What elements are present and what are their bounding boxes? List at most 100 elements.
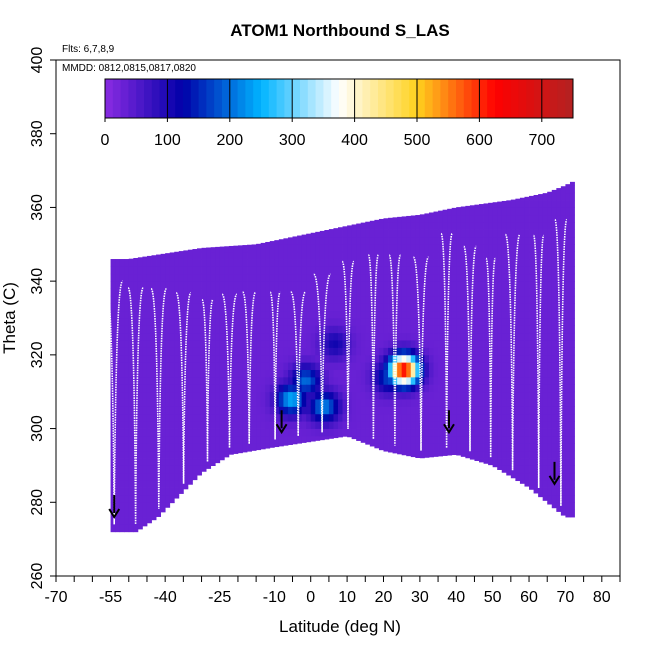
heatmap-cell <box>474 325 480 334</box>
heatmap-cell <box>442 354 448 363</box>
heatmap-cell <box>215 376 221 385</box>
heatmap-cell <box>151 487 157 496</box>
heatmap-cell <box>274 435 280 444</box>
heatmap-cell <box>474 281 480 289</box>
heatmap-cell <box>551 222 557 230</box>
heatmap-cell <box>424 369 430 378</box>
heatmap-cell <box>310 236 316 245</box>
heatmap-cell <box>351 259 357 267</box>
heatmap-cell <box>519 428 525 437</box>
heatmap-cell <box>547 480 553 488</box>
heatmap-cell <box>519 406 525 415</box>
heatmap-cell <box>169 288 175 297</box>
heatmap-cell <box>174 303 180 312</box>
heatmap-cell <box>524 413 530 422</box>
heatmap-cell <box>488 340 494 348</box>
heatmap-cell <box>533 421 539 429</box>
heatmap-cell <box>469 443 475 452</box>
heatmap-cell <box>351 325 357 334</box>
heatmap-cell <box>287 332 293 341</box>
heatmap-cell <box>251 332 257 341</box>
heatmap-cell <box>460 244 466 253</box>
heatmap-cell <box>397 236 403 245</box>
heatmap-cell <box>488 295 494 304</box>
heatmap-cell <box>274 251 280 260</box>
heatmap-cell <box>529 310 534 319</box>
heatmap-cell <box>474 229 480 238</box>
heatmap-cell <box>447 244 453 253</box>
heatmap-cell <box>547 494 553 503</box>
heatmap-cell <box>165 472 171 481</box>
heatmap-cell <box>378 391 384 400</box>
heatmap-cell <box>292 332 298 341</box>
heatmap-cell <box>146 458 152 466</box>
heatmap-cell <box>560 509 566 516</box>
heatmap-cell <box>247 244 252 253</box>
heatmap-cell <box>438 354 444 363</box>
heatmap-cell <box>415 376 421 385</box>
heatmap-cell <box>306 281 312 289</box>
x-tick-label: 70 <box>557 589 575 606</box>
heatmap-cell <box>551 303 557 312</box>
heatmap-cell <box>383 281 389 289</box>
heatmap-cell <box>165 494 171 503</box>
heatmap-cell <box>210 340 216 348</box>
heatmap-cell <box>538 406 544 415</box>
heatmap-cell <box>233 376 239 385</box>
heatmap-cell <box>233 251 239 260</box>
heatmap-cell <box>506 347 512 356</box>
heatmap-cell <box>242 376 248 385</box>
heatmap-cell <box>460 273 466 282</box>
heatmap-cell <box>342 354 348 363</box>
heatmap-cell <box>456 332 462 341</box>
heatmap-cell <box>483 203 489 208</box>
heatmap-cell <box>551 376 557 385</box>
heatmap-cell <box>519 340 525 348</box>
heatmap-cell <box>519 244 525 253</box>
heatmap-cell <box>128 450 134 459</box>
heatmap-cell <box>392 281 398 289</box>
heatmap-cell <box>515 347 521 356</box>
heatmap-cell <box>142 347 148 356</box>
heatmap-cell <box>192 266 198 275</box>
heatmap-cell <box>460 413 466 422</box>
heatmap-cell <box>542 200 548 208</box>
colorbar-tick-label: 700 <box>528 132 555 149</box>
heatmap-cell <box>319 230 325 238</box>
heatmap-cell <box>169 259 175 267</box>
heatmap-cell <box>406 406 412 415</box>
heatmap-cell <box>256 340 262 348</box>
heatmap-cell <box>156 310 162 319</box>
x-tick-label: 50 <box>484 589 502 606</box>
heatmap-cell <box>224 281 230 289</box>
heatmap-cell <box>474 273 480 282</box>
heatmap-cell <box>174 376 180 385</box>
heatmap-cell <box>519 369 525 378</box>
flight-trace <box>269 291 281 440</box>
heatmap-cell <box>197 406 202 415</box>
heatmap-cell <box>224 450 230 458</box>
heatmap-cell <box>165 421 171 429</box>
heatmap-cell <box>247 310 252 319</box>
heatmap-cell <box>551 443 557 452</box>
heatmap-cell <box>533 443 539 452</box>
heatmap-cell <box>401 216 407 223</box>
heatmap-cell <box>242 245 248 253</box>
heatmap-cell <box>278 362 284 370</box>
heatmap-cell <box>224 399 230 407</box>
heatmap-cell <box>483 391 489 400</box>
heatmap-cell <box>569 421 575 429</box>
heatmap-cell <box>424 213 430 216</box>
heatmap-cell <box>142 443 148 452</box>
heatmap-cell <box>347 428 353 437</box>
flight-trace <box>127 287 144 525</box>
heatmap-cell <box>215 443 221 452</box>
heatmap-cell <box>137 303 143 312</box>
heatmap-cell <box>392 450 398 454</box>
heatmap-cell <box>410 443 416 452</box>
flight-trace <box>221 293 238 448</box>
heatmap-cell <box>533 288 539 297</box>
heatmap-cell <box>519 214 525 223</box>
heatmap-cell <box>174 332 180 341</box>
heatmap-cell <box>529 273 534 282</box>
